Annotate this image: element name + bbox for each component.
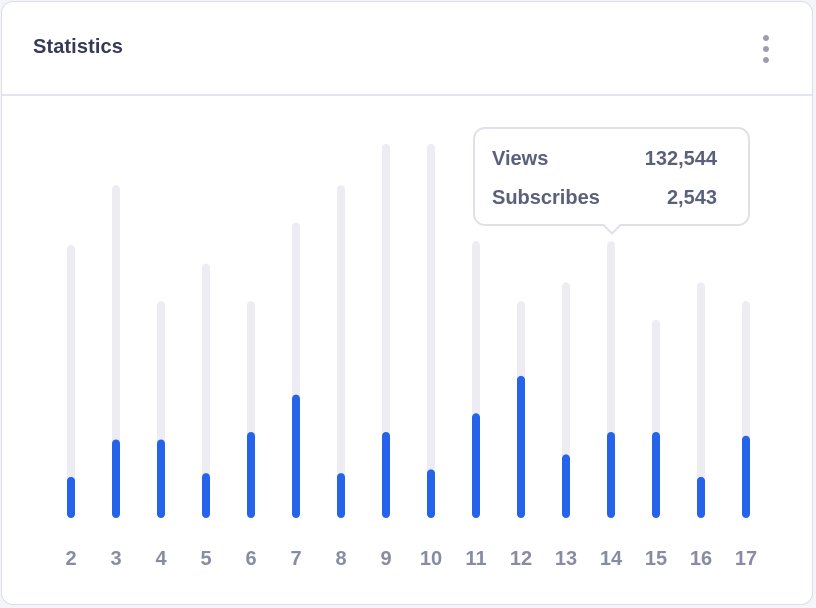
subscribes-bar-10[interactable] — [427, 469, 435, 518]
tooltip-subscribes-value: 2,543 — [666, 187, 717, 209]
more-vertical-icon[interactable] — [748, 32, 784, 68]
tooltip-views-label: Views — [492, 148, 549, 170]
subscribes-bar-9[interactable] — [382, 431, 390, 518]
subscribes-bar-11[interactable] — [472, 413, 480, 518]
chart-tooltip: Views 132,544 Subscribes 2,543 — [473, 127, 750, 235]
views-bar-16[interactable] — [697, 282, 705, 518]
x-tick-label: 4 — [155, 548, 167, 570]
x-tick-label: 11 — [465, 548, 486, 570]
subscribes-bar-5[interactable] — [202, 473, 210, 518]
subscribes-bar-12[interactable] — [517, 375, 525, 518]
subscribes-bar-7[interactable] — [292, 394, 300, 518]
card-title: Statistics — [33, 36, 123, 58]
subscribes-bar-4[interactable] — [157, 439, 165, 518]
x-tick-label: 8 — [335, 548, 346, 570]
x-tick-label: 5 — [200, 548, 211, 570]
x-tick-label: 16 — [690, 548, 712, 570]
tooltip-subscribes-label: Subscribes — [492, 187, 600, 209]
subscribes-bar-13[interactable] — [562, 454, 570, 518]
subscribes-bar-3[interactable] — [112, 439, 120, 518]
card-header: Statistics — [2, 2, 812, 96]
x-tick-label: 13 — [555, 548, 577, 570]
subscribes-bar-6[interactable] — [247, 431, 255, 518]
views-bar-3[interactable] — [112, 185, 120, 518]
x-tick-label: 9 — [380, 548, 391, 570]
x-tick-label: 17 — [735, 548, 757, 570]
views-bar-10[interactable] — [427, 144, 435, 518]
x-tick-label: 15 — [645, 548, 667, 570]
views-bar-8[interactable] — [337, 185, 345, 518]
subscribes-bar-14[interactable] — [607, 431, 615, 518]
views-bar-9[interactable] — [382, 144, 390, 518]
subscribes-bar-16[interactable] — [697, 476, 705, 518]
x-tick-label: 14 — [600, 548, 623, 570]
x-tick-label: 10 — [420, 548, 442, 570]
x-tick-label: 3 — [110, 548, 121, 570]
x-tick-label: 7 — [290, 548, 301, 570]
tooltip-views-value: 132,544 — [644, 148, 717, 170]
x-tick-label: 2 — [65, 548, 76, 570]
subscribes-bar-17[interactable] — [742, 435, 750, 518]
subscribes-bar-2[interactable] — [67, 476, 75, 518]
subscribes-bar-8[interactable] — [337, 473, 345, 518]
x-tick-label: 12 — [510, 548, 532, 570]
views-bar-2[interactable] — [67, 244, 75, 519]
subscribes-bar-15[interactable] — [652, 431, 660, 518]
x-tick-label: 6 — [245, 548, 256, 570]
views-bar-5[interactable] — [202, 263, 210, 518]
